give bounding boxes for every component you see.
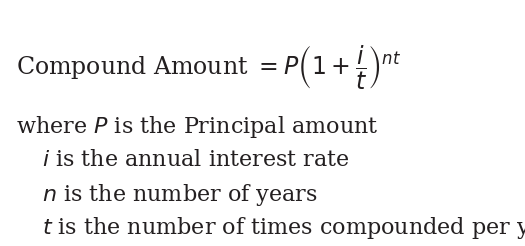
Text: $i$ is the annual interest rate: $i$ is the annual interest rate — [43, 149, 350, 171]
Text: Compound Amount $= P\left(1+\dfrac{i}{t}\right)^{nt}$: Compound Amount $= P\left(1+\dfrac{i}{t}… — [16, 44, 401, 92]
Text: $t$ is the number of times compounded per year: $t$ is the number of times compounded pe… — [43, 215, 525, 241]
Text: where $P$ is the Principal amount: where $P$ is the Principal amount — [16, 114, 378, 140]
Text: $n$ is the number of years: $n$ is the number of years — [43, 182, 318, 208]
